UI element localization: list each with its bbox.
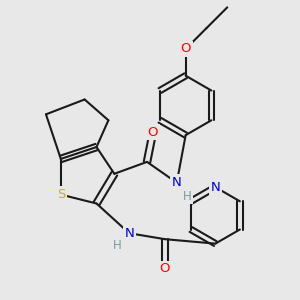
Text: O: O (180, 42, 191, 56)
Text: S: S (57, 188, 65, 201)
Text: N: N (124, 227, 134, 240)
Text: N: N (211, 181, 220, 194)
Text: O: O (160, 262, 170, 275)
Text: H: H (183, 190, 191, 202)
Text: O: O (148, 126, 158, 139)
Text: N: N (172, 176, 182, 189)
Text: H: H (113, 239, 122, 252)
